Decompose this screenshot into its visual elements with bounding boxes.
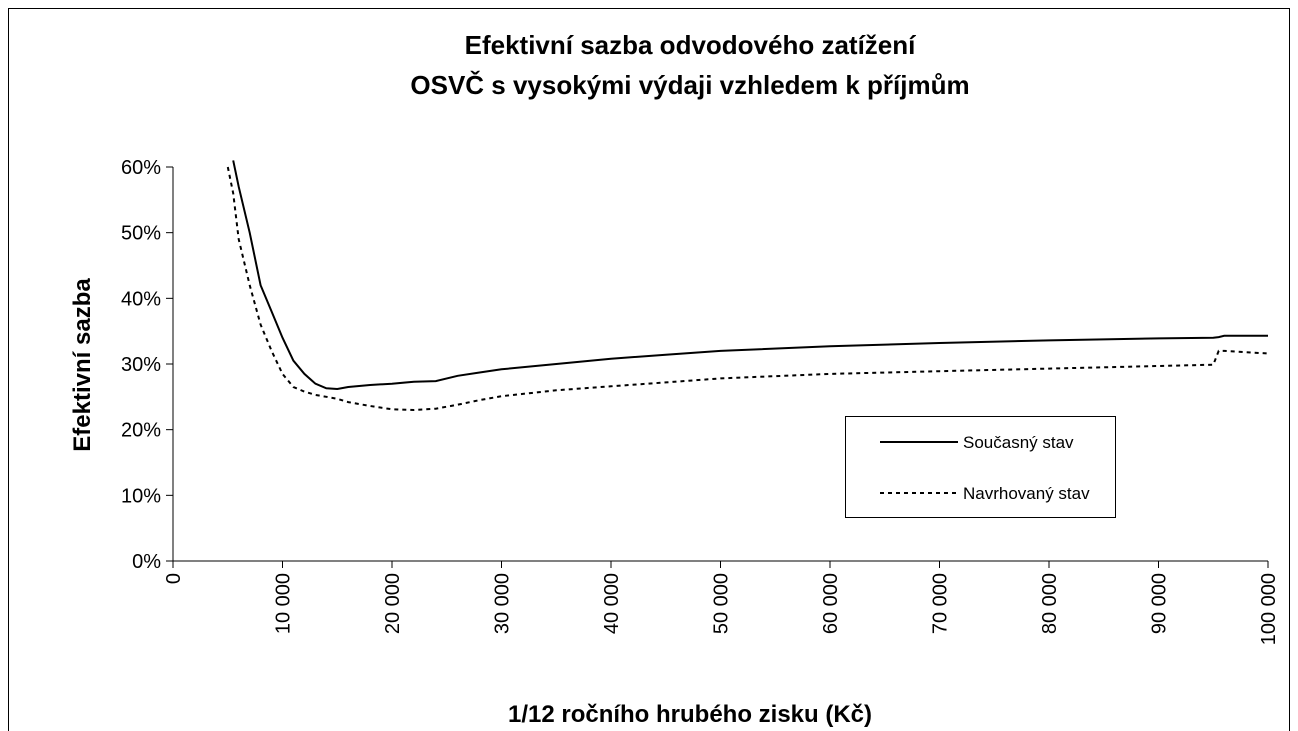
y-tick-label: 50%: [121, 223, 161, 245]
x-tick-label: 70 000: [930, 573, 952, 634]
x-tick-label: 10 000: [273, 573, 295, 634]
x-tick-label: 30 000: [492, 573, 514, 634]
legend-label: Navrhovaný stav: [963, 484, 1090, 503]
chart-frame: [8, 8, 1290, 731]
legend-label: Současný stav: [963, 433, 1074, 452]
x-tick-label: 20 000: [382, 573, 404, 634]
chart-title: OSVČ s vysokými výdaji vzhledem k příjmů…: [410, 70, 969, 100]
series-line: [232, 160, 1268, 391]
y-tick-label: 20%: [121, 420, 161, 442]
x-tick-label: 90 000: [1149, 573, 1171, 634]
y-tick-label: 10%: [121, 485, 161, 507]
y-tick-label: 30%: [121, 354, 161, 376]
x-tick-label: 100 000: [1258, 573, 1280, 645]
y-tick-label: 0%: [132, 551, 161, 573]
series-line: [226, 166, 1269, 412]
x-tick-label: 40 000: [601, 573, 623, 634]
x-tick-label: 0: [163, 573, 185, 584]
y-tick-label: 60%: [121, 157, 161, 179]
legend-box: [845, 416, 1116, 518]
x-tick-label: 80 000: [1039, 573, 1061, 634]
chart-title: Efektivní sazba odvodového zatížení: [465, 30, 917, 60]
y-axis-title: Efektivní sazba: [69, 278, 96, 452]
x-tick-label: 50 000: [711, 573, 733, 634]
x-tick-label: 60 000: [820, 573, 842, 634]
x-axis-title: 1/12 ročního hrubého zisku (Kč): [508, 701, 872, 728]
y-tick-label: 40%: [121, 288, 161, 310]
